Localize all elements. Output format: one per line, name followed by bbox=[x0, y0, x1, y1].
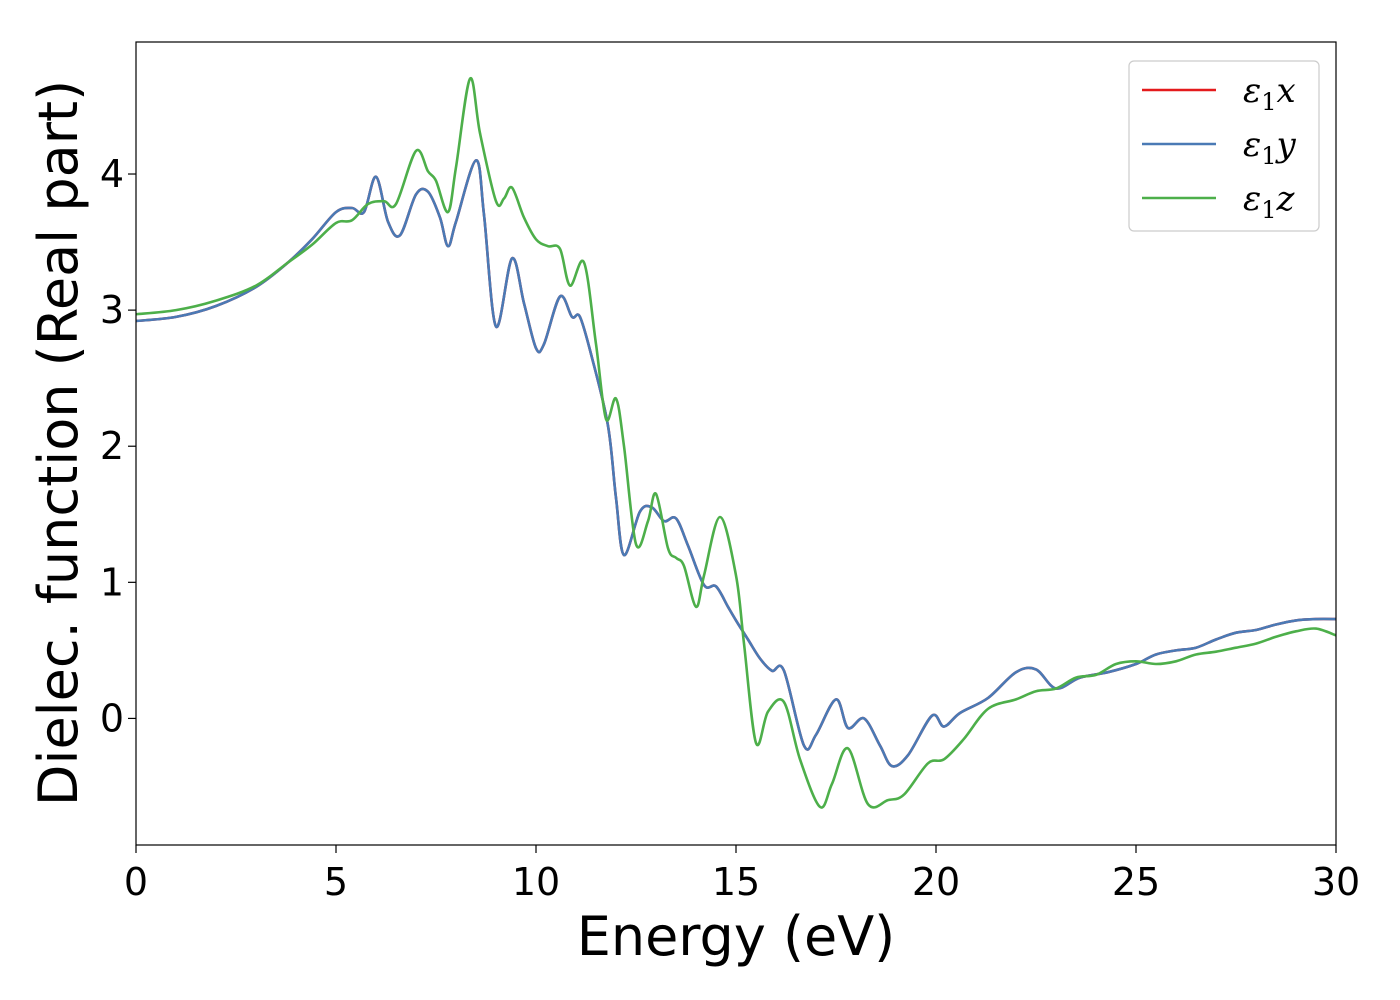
y-tick-label: 0 bbox=[100, 696, 124, 740]
x-tick-label: 10 bbox=[512, 860, 560, 904]
x-axis-ticks: 0 5 10 15 20 25 30 bbox=[124, 845, 1360, 904]
legend-label-y: ε1y bbox=[1243, 125, 1297, 170]
x-tick-label: 30 bbox=[1312, 860, 1360, 904]
x-axis-title: Energy (eV) bbox=[577, 905, 896, 968]
y-axis-ticks: 0 1 2 3 4 bbox=[100, 152, 136, 740]
x-tick-label: 15 bbox=[712, 860, 760, 904]
legend-label-z: ε1z bbox=[1243, 179, 1296, 224]
legend: ε1x ε1y ε1z bbox=[1128, 60, 1320, 232]
legend-box bbox=[1128, 60, 1320, 232]
series-layer bbox=[135, 77, 1337, 809]
y-axis-title: Dielec. function (Real part) bbox=[27, 80, 90, 806]
x-tick-label: 20 bbox=[912, 860, 960, 904]
y-tick-label: 3 bbox=[100, 288, 124, 332]
x-tick-label: 25 bbox=[1112, 860, 1160, 904]
x-tick-label: 0 bbox=[124, 860, 148, 904]
y-tick-label: 1 bbox=[100, 560, 124, 604]
series-line-z bbox=[135, 77, 1337, 809]
x-tick-label: 5 bbox=[324, 860, 348, 904]
legend-label-x: ε1x bbox=[1243, 71, 1296, 116]
y-tick-label: 4 bbox=[100, 152, 124, 196]
y-tick-label: 2 bbox=[100, 424, 124, 468]
